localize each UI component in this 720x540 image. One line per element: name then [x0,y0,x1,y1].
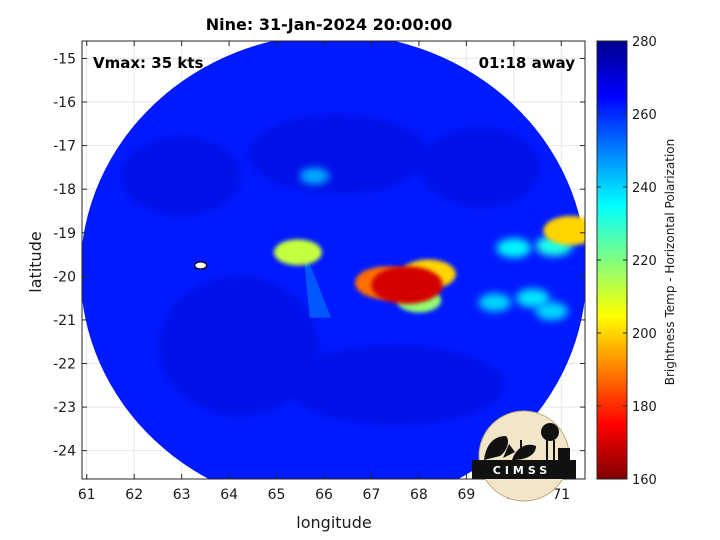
chart-title: Nine: 31-Jan-2024 20:00:00 [206,15,452,34]
y-tick-label: -15 [53,51,76,67]
x-tick-label: 64 [220,487,238,503]
convective-cell [478,293,511,312]
y-tick-label: -24 [53,444,76,460]
swath-cold-patch [248,114,429,195]
convective-cell [299,167,330,185]
x-tick-label: 63 [173,487,191,503]
y-tick-label: -16 [53,95,76,111]
convective-cell [543,215,585,246]
convective-cell [273,239,322,266]
y-tick-label: -17 [53,139,76,155]
swath-cold-patch [420,127,541,208]
colorbar-label: Brightness Temp - Horizontal Polarizatio… [663,139,677,386]
vmax-annotation: Vmax: 35 kts [93,54,203,72]
time-away-annotation: 01:18 away [479,54,576,72]
x-axis-label: longitude [296,513,371,532]
colorbar-tick-label: 240 [632,181,657,196]
y-tick-label: -20 [53,269,76,285]
convective-cell [371,266,443,304]
x-tick-label: 71 [552,487,570,503]
storm-center-marker [194,261,208,270]
x-tick-label: 66 [315,487,333,503]
x-tick-label: 69 [457,487,475,503]
colorbar [596,40,628,480]
swath-cold-patch [285,345,506,426]
colorbar-tick-label: 280 [632,35,657,50]
y-tick-label: -22 [53,357,76,373]
x-tick-label: 61 [78,487,96,503]
swath-texture [121,114,541,426]
convective-cell [496,238,532,258]
x-tick-label: 68 [410,487,428,503]
swath-streak [302,245,332,318]
swath-cold-patch [158,276,319,417]
x-tick-label: 62 [125,487,143,503]
colorbar-tick-label: 160 [632,473,657,488]
y-tick-label: -21 [53,313,76,329]
colorbar-tick-label: 180 [632,400,657,415]
y-tick-label: -19 [53,226,76,242]
y-tick-label: -23 [53,400,76,416]
swath-cold-patch [121,136,242,217]
x-tick-label: 67 [363,487,381,503]
swath-layer [82,41,585,479]
logo-text: CIMSS [493,464,551,477]
colorbar-ticks: 280 260 240 220 200 180 160 [597,35,657,488]
y-tick-label: -18 [53,182,76,198]
x-tick-label: 65 [268,487,286,503]
colorbar-tick-label: 260 [632,108,657,123]
colorbar-tick-label: 200 [632,327,657,342]
cimss-logo: CIMSS [472,410,576,502]
colorbar-tick-label: 220 [632,254,657,269]
convective-cell [516,288,550,308]
y-axis-ticks: -15 -16 -17 -18 -19 -20 -21 -22 -23 -24 [53,51,585,460]
axes-frame [81,40,586,480]
convective-cell [535,302,568,321]
y-axis-label: latitude [26,231,45,292]
